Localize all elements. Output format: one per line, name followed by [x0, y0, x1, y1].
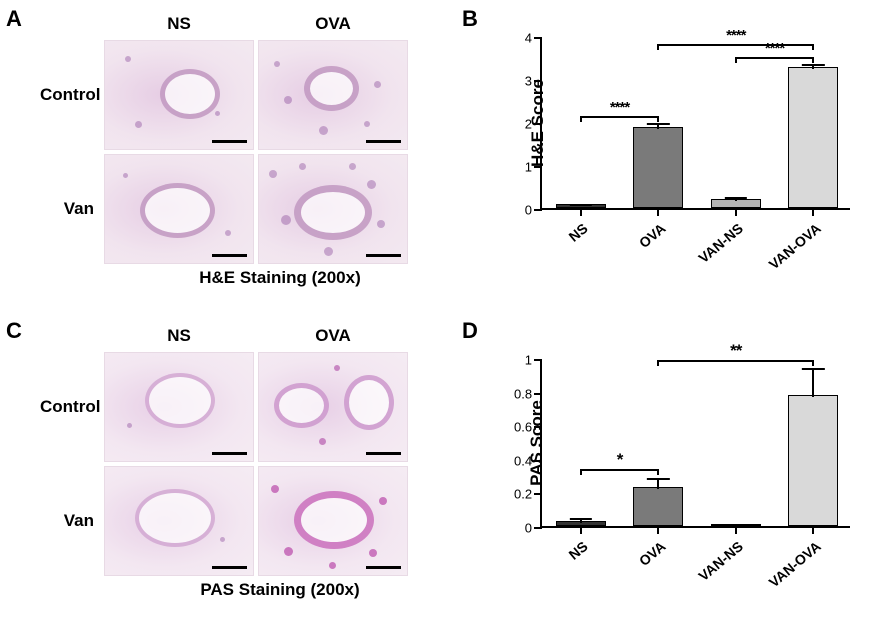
panel-a-grid: NS OVA Control Van — [40, 8, 460, 264]
panel-label-c: C — [6, 318, 22, 344]
xlabel-VAN-NS: VAN-NS — [695, 220, 746, 266]
row-header-control: Control — [40, 85, 100, 105]
xlabel-VAN-OVA: VAN-OVA — [765, 538, 823, 590]
errorbar-cap — [725, 197, 747, 199]
sig-text: **** — [726, 27, 745, 44]
ytick — [534, 166, 542, 168]
micrograph-a-van-ns — [104, 154, 254, 264]
sig-text: **** — [765, 40, 784, 57]
ytick — [534, 426, 542, 428]
sig-drop — [657, 44, 659, 50]
ytick — [534, 37, 542, 39]
xtick — [812, 528, 814, 534]
ytick-label: 0.4 — [514, 453, 532, 468]
bar-OVA — [633, 487, 683, 526]
errorbar-cap — [647, 123, 669, 125]
bar-VAN-NS — [711, 524, 761, 526]
ytick-label: 2 — [514, 117, 532, 132]
panel-c-grid: NS OVA Control Van — [40, 320, 460, 576]
errorbar-cap — [647, 478, 669, 480]
xtick — [657, 528, 659, 534]
ytick — [534, 123, 542, 125]
col-header-ova-c: OVA — [258, 326, 408, 348]
micrograph-a-control-ns — [104, 40, 254, 150]
bar-VAN-OVA — [788, 67, 838, 208]
row-header-van: Van — [40, 199, 100, 219]
ytick — [534, 393, 542, 395]
sig-drop — [580, 469, 582, 475]
ytick — [534, 80, 542, 82]
ytick — [534, 527, 542, 529]
panel-b-chart: H&E Score 01234NSOVAVAN-NSVAN-OVA*******… — [540, 38, 850, 210]
bar-VAN-OVA — [788, 395, 838, 526]
xtick — [657, 210, 659, 216]
ytick — [534, 493, 542, 495]
errorbar-cap — [802, 64, 824, 66]
xlabel-VAN-NS: VAN-NS — [695, 538, 746, 584]
sig-bracket — [736, 57, 814, 59]
ytick-label: 0.8 — [514, 386, 532, 401]
xlabel-VAN-OVA: VAN-OVA — [765, 220, 823, 272]
errorbar-cap — [570, 518, 592, 520]
panel-a-caption: H&E Staining (200x) — [100, 268, 460, 288]
sig-drop — [735, 57, 737, 63]
xtick — [580, 528, 582, 534]
panel-label-d: D — [462, 318, 478, 344]
ytick-label: 3 — [514, 74, 532, 89]
sig-bracket — [658, 44, 813, 46]
errorbar-cap — [802, 368, 824, 370]
sig-bracket — [581, 116, 659, 118]
ytick-label: 1 — [514, 160, 532, 175]
sig-drop — [812, 44, 814, 50]
micrograph-a-van-ova — [258, 154, 408, 264]
sig-text: ** — [730, 341, 741, 361]
ytick — [534, 460, 542, 462]
row-header-control-c: Control — [40, 397, 100, 417]
errorbar-cap — [570, 204, 592, 206]
ytick-label: 0 — [514, 521, 532, 536]
ytick — [534, 209, 542, 211]
micrograph-c-control-ova — [258, 352, 408, 462]
ytick-label: 0.6 — [514, 420, 532, 435]
sig-drop — [657, 469, 659, 475]
ytick-label: 1 — [514, 353, 532, 368]
sig-text: * — [617, 450, 623, 470]
panel-a: NS OVA Control Van — [40, 8, 460, 288]
col-header-ns: NS — [104, 14, 254, 36]
col-header-ova: OVA — [258, 14, 408, 36]
sig-drop — [580, 116, 582, 122]
sig-drop — [657, 360, 659, 366]
sig-text: **** — [610, 99, 629, 116]
ytick — [534, 359, 542, 361]
ytick-label: 4 — [514, 31, 532, 46]
micrograph-c-van-ova — [258, 466, 408, 576]
ytick-label: 0.2 — [514, 487, 532, 502]
xlabel-OVA: OVA — [636, 538, 669, 569]
panel-c: NS OVA Control Van — [40, 320, 460, 600]
xlabel-OVA: OVA — [636, 220, 669, 251]
panel-label-b: B — [462, 6, 478, 32]
xlabel-NS: NS — [566, 220, 591, 245]
panel-c-caption: PAS Staining (200x) — [100, 580, 460, 600]
micrograph-c-control-ns — [104, 352, 254, 462]
xlabel-NS: NS — [566, 538, 591, 563]
bar-OVA — [633, 127, 683, 208]
panel-d-chart: PAS Score 00.20.40.60.81NSOVAVAN-NSVAN-O… — [540, 360, 850, 528]
panel-label-a: A — [6, 6, 22, 32]
sig-drop — [812, 57, 814, 63]
xtick — [812, 210, 814, 216]
panel-d-ylabel: PAS Score — [527, 400, 547, 486]
micrograph-c-van-ns — [104, 466, 254, 576]
errorbar — [812, 368, 814, 397]
row-header-van-c: Van — [40, 511, 100, 531]
sig-drop — [812, 360, 814, 366]
sig-drop — [657, 116, 659, 122]
xtick — [735, 528, 737, 534]
xtick — [735, 210, 737, 216]
micrograph-a-control-ova — [258, 40, 408, 150]
col-header-ns-c: NS — [104, 326, 254, 348]
ytick-label: 0 — [514, 203, 532, 218]
xtick — [580, 210, 582, 216]
